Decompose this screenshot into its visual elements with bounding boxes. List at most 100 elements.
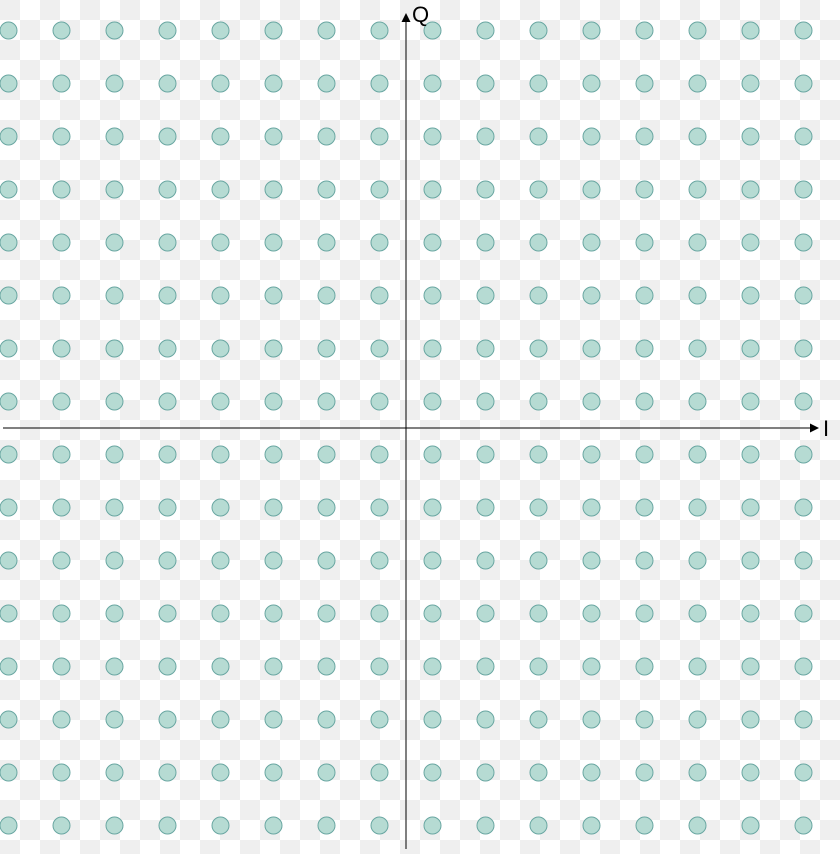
constellation-point <box>53 764 70 781</box>
constellation-point <box>689 181 706 198</box>
constellation-point <box>689 605 706 622</box>
constellation-point <box>424 817 441 834</box>
constellation-point <box>212 234 229 251</box>
constellation-point <box>636 605 653 622</box>
constellation-point <box>795 75 812 92</box>
constellation-point <box>371 393 388 410</box>
constellation-point <box>212 711 229 728</box>
constellation-point <box>212 764 229 781</box>
constellation-point <box>636 817 653 834</box>
constellation-point <box>795 393 812 410</box>
constellation-point <box>371 711 388 728</box>
constellation-point <box>477 287 494 304</box>
constellation-point <box>742 552 759 569</box>
constellation-point <box>106 128 123 145</box>
constellation-point <box>689 658 706 675</box>
constellation-point <box>318 658 335 675</box>
constellation-point <box>106 340 123 357</box>
constellation-point <box>53 711 70 728</box>
constellation-point <box>477 393 494 410</box>
constellation-point <box>212 605 229 622</box>
constellation-point <box>795 128 812 145</box>
constellation-point <box>265 22 282 39</box>
constellation-point <box>53 128 70 145</box>
constellation-point <box>795 658 812 675</box>
constellation-point <box>742 234 759 251</box>
constellation-point <box>265 658 282 675</box>
constellation-point <box>583 817 600 834</box>
constellation-point <box>0 393 17 410</box>
constellation-point <box>0 658 17 675</box>
constellation-point <box>583 446 600 463</box>
constellation-point <box>318 552 335 569</box>
constellation-point <box>265 340 282 357</box>
constellation-point <box>795 817 812 834</box>
constellation-point <box>0 234 17 251</box>
constellation-point <box>742 446 759 463</box>
constellation-point <box>318 234 335 251</box>
constellation-point <box>424 340 441 357</box>
constellation-point <box>424 234 441 251</box>
constellation-point <box>477 181 494 198</box>
constellation-point <box>689 287 706 304</box>
constellation-point <box>530 817 547 834</box>
constellation-point <box>106 287 123 304</box>
constellation-point <box>636 181 653 198</box>
constellation-point <box>689 552 706 569</box>
constellation-point <box>159 75 176 92</box>
constellation-point <box>530 658 547 675</box>
constellation-point <box>795 446 812 463</box>
constellation-point <box>795 605 812 622</box>
constellation-point <box>0 22 17 39</box>
constellation-point <box>371 128 388 145</box>
constellation-point <box>159 499 176 516</box>
constellation-point <box>0 711 17 728</box>
constellation-point <box>742 499 759 516</box>
constellation-point <box>530 393 547 410</box>
constellation-point <box>159 287 176 304</box>
constellation-point <box>53 22 70 39</box>
constellation-point <box>371 605 388 622</box>
constellation-point <box>53 658 70 675</box>
constellation-point <box>636 658 653 675</box>
constellation-point <box>159 658 176 675</box>
constellation-point <box>318 711 335 728</box>
constellation-point <box>742 711 759 728</box>
constellation-point <box>265 234 282 251</box>
constellation-point <box>0 181 17 198</box>
constellation-point <box>371 22 388 39</box>
constellation-point <box>742 181 759 198</box>
constellation-point <box>106 817 123 834</box>
constellation-point <box>159 340 176 357</box>
constellation-point <box>795 234 812 251</box>
constellation-point <box>583 181 600 198</box>
constellation-point <box>424 711 441 728</box>
constellation-point <box>371 75 388 92</box>
constellation-point <box>159 128 176 145</box>
constellation-point <box>583 234 600 251</box>
constellation-point <box>636 340 653 357</box>
constellation-point <box>795 499 812 516</box>
constellation-point <box>159 605 176 622</box>
constellation-point <box>689 711 706 728</box>
constellation-point <box>53 181 70 198</box>
constellation-point <box>265 711 282 728</box>
constellation-point <box>371 658 388 675</box>
constellation-point <box>477 234 494 251</box>
constellation-point <box>265 128 282 145</box>
constellation-point <box>795 181 812 198</box>
constellation-point <box>53 605 70 622</box>
constellation-point <box>265 764 282 781</box>
constellation-point <box>53 234 70 251</box>
constellation-point <box>318 128 335 145</box>
constellation-point <box>477 128 494 145</box>
constellation-point <box>0 287 17 304</box>
constellation-point <box>477 340 494 357</box>
constellation-point <box>636 75 653 92</box>
constellation-point <box>371 287 388 304</box>
constellation-point <box>159 446 176 463</box>
constellation-point <box>583 711 600 728</box>
constellation-point <box>0 605 17 622</box>
constellation-point <box>53 552 70 569</box>
constellation-point <box>530 711 547 728</box>
